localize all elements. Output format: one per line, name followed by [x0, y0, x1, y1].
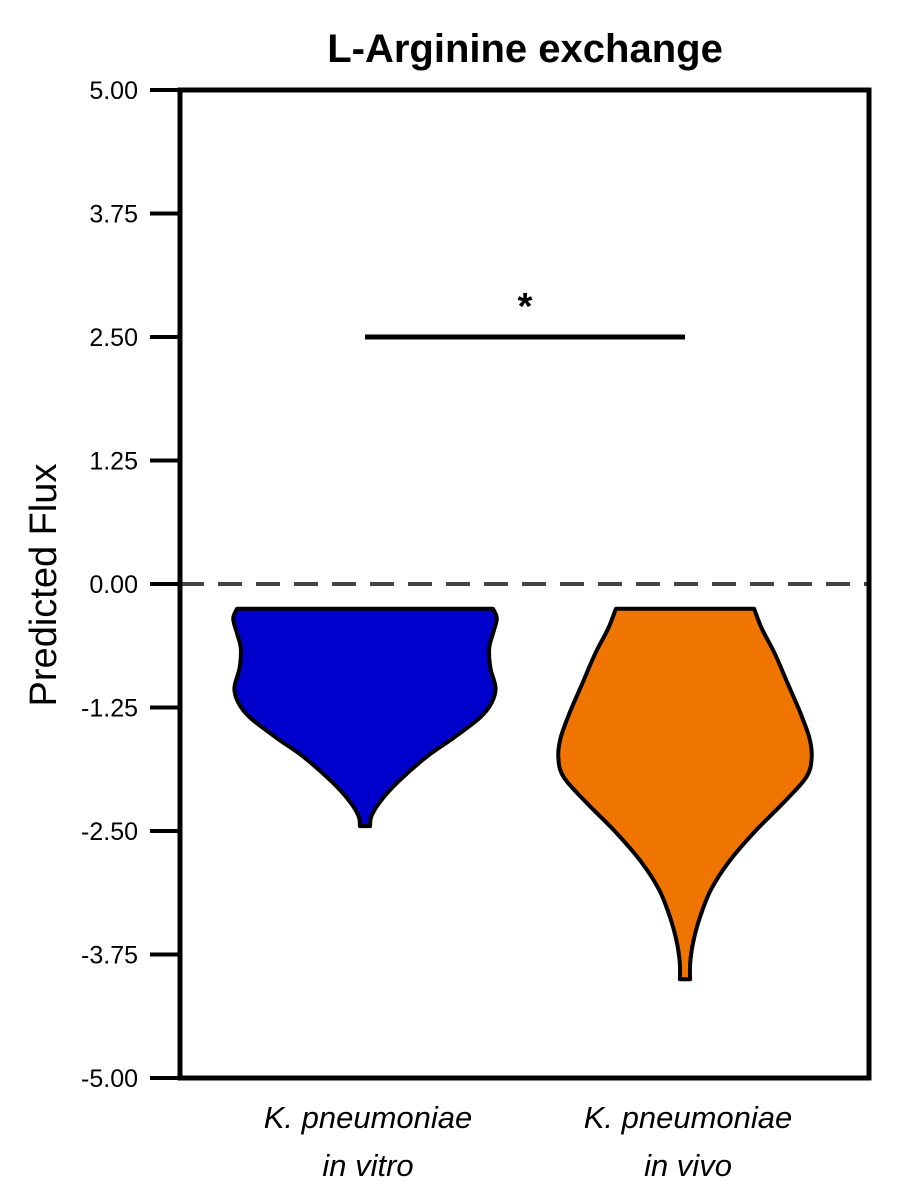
significance-star: * [518, 286, 533, 328]
y-tick-label: -1.25 [81, 695, 138, 723]
y-axis: 5.00 3.75 2.50 1.25 0.00 -1.25 -2.50 -3.75 -5.00 [81, 77, 180, 1093]
significance-annotation: * [365, 286, 685, 340]
violins [231, 606, 814, 982]
plot-frame [177, 87, 872, 1081]
y-tick-label: -3.75 [81, 942, 138, 970]
y-tick-label: 3.75 [89, 201, 138, 229]
y-tick-label: 5.00 [89, 77, 138, 105]
y-tick-label: -5.00 [81, 1065, 138, 1093]
chart-title: L-Arginine exchange [327, 27, 723, 71]
x-tick-label-line2: in vivo [644, 1148, 732, 1183]
violin-in-vivo [556, 606, 814, 982]
y-tick-label: 0.00 [89, 571, 138, 599]
y-tick-label: -2.50 [81, 818, 138, 846]
y-tick-label: 1.25 [89, 448, 138, 476]
y-axis-label: Predicted Flux [23, 464, 65, 707]
x-tick-label-line1: K. pneumoniae [264, 1100, 473, 1135]
x-tick-label-line2: in vitro [322, 1148, 413, 1183]
x-axis: K. pneumoniae in vitro K. pneumoniae in viv… [264, 1100, 793, 1183]
x-tick-label-line1: K. pneumoniae [584, 1100, 793, 1135]
y-tick-label: 2.50 [89, 324, 138, 352]
violin-in-vitro [231, 606, 499, 829]
